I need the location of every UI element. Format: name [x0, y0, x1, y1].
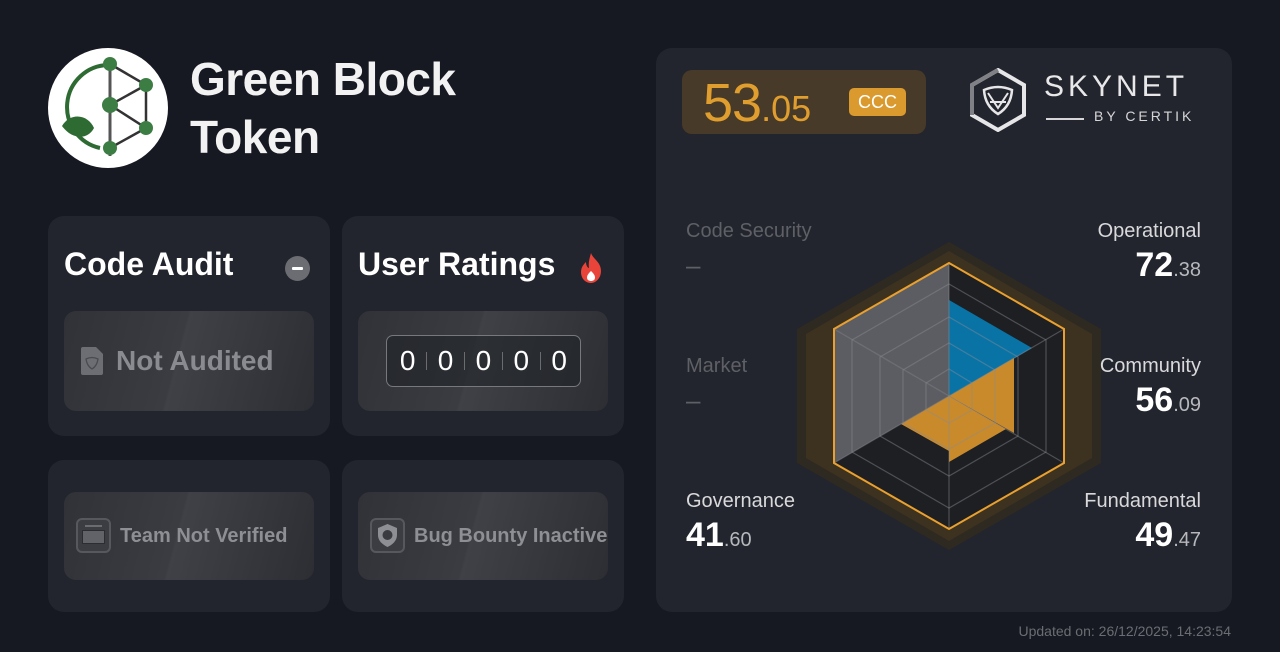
green-block-logo-icon [62, 57, 153, 156]
token-name-line2: Token [190, 111, 320, 163]
metric-integer: – [686, 250, 701, 280]
digit-separator [426, 352, 428, 370]
grade-badge: CCC [849, 88, 906, 116]
metric-integer: 41 [686, 516, 724, 554]
score-integer: 53 [703, 73, 762, 133]
rating-digit: 0 [399, 345, 416, 376]
metric-decimal: .38 [1173, 259, 1201, 281]
code-audit-title: Code Audit [64, 246, 234, 282]
metric-value: 41.60 [686, 517, 795, 558]
id-card-icon [76, 518, 111, 553]
shield-bug-icon [370, 518, 405, 553]
digit-separator [464, 352, 466, 370]
bug-bounty-status-label: Bug Bounty Inactive [414, 524, 608, 547]
ratings-counter: 0 0 0 0 0 [386, 335, 581, 387]
minus-circle-icon [285, 256, 310, 281]
user-ratings-title: User Ratings [358, 246, 556, 282]
ratings-counter-box: 0 0 0 0 0 [358, 311, 608, 411]
radar-chart [797, 242, 1101, 550]
metric-value: 72.38 [1098, 247, 1201, 288]
metric-integer: 56 [1135, 381, 1174, 419]
metric-decimal: .47 [1173, 529, 1201, 551]
metric-code-security: Code Security – [686, 220, 812, 283]
metric-value: 56.09 [1100, 382, 1201, 423]
rating-digit: 0 [513, 345, 530, 376]
rating-digit: 0 [475, 345, 492, 376]
code-audit-card[interactable]: Code Audit Not Audited [48, 216, 330, 436]
metric-governance: Governance 41.60 [686, 490, 795, 558]
skynet-brand-subtitle: BY CERTIK [1094, 108, 1195, 124]
metric-market: Market – [686, 355, 747, 418]
not-audited-label: Not Audited [116, 345, 274, 376]
rating-digit: 0 [551, 345, 567, 376]
bug-bounty-card[interactable]: Bug Bounty Inactive [342, 460, 624, 612]
updated-timestamp: Updated on: 26/12/2025, 14:23:54 [1018, 623, 1231, 639]
digit-separator [539, 352, 541, 370]
security-score-box: 53.05 CCC [682, 70, 926, 134]
rating-digit: 0 [437, 345, 454, 376]
token-name-line1: Green Block [190, 53, 456, 105]
metric-community: Community 56.09 [1100, 355, 1201, 423]
metric-operational: Operational 72.38 [1098, 220, 1201, 288]
metric-integer: – [686, 385, 701, 415]
metric-label: Code Security [686, 220, 812, 242]
metric-value: 49.47 [1084, 517, 1201, 558]
score-decimal: .05 [761, 88, 812, 129]
digit-separator [501, 352, 503, 370]
team-card[interactable]: Team Not Verified [48, 460, 330, 612]
team-status-box: Team Not Verified [64, 492, 314, 580]
fire-icon [581, 253, 601, 283]
metric-label: Community [1099, 355, 1201, 377]
metric-label: Fundamental [1084, 490, 1201, 512]
user-ratings-card[interactable]: User Ratings 0 0 0 0 0 [342, 216, 624, 436]
metric-label: Market [686, 355, 748, 377]
security-score: 53.05 [703, 72, 811, 134]
skynet-score-panel: 53.05 CCC SKYNET BY CERTIK [656, 48, 1232, 612]
metric-fundamental: Fundamental 49.47 [1084, 490, 1201, 558]
metric-value: – [686, 247, 812, 283]
metric-label: Governance [686, 490, 795, 512]
team-status-label: Team Not Verified [120, 524, 288, 547]
skynet-shield-logo-icon [970, 68, 1026, 132]
metric-integer: 49 [1135, 516, 1174, 554]
metric-label: Operational [1097, 220, 1201, 242]
brand-divider [1046, 118, 1084, 120]
audit-status-box: Not Audited [64, 311, 314, 411]
skynet-brand-title: SKYNET [1044, 70, 1189, 103]
token-name: Green Block Token [190, 50, 456, 166]
metric-decimal: .09 [1173, 394, 1201, 416]
metric-integer: 72 [1135, 246, 1174, 284]
metric-value: – [686, 382, 747, 418]
token-logo [48, 48, 168, 168]
metric-decimal: .60 [723, 529, 752, 551]
audit-document-icon [81, 347, 103, 375]
bug-bounty-status-box: Bug Bounty Inactive [358, 492, 608, 580]
